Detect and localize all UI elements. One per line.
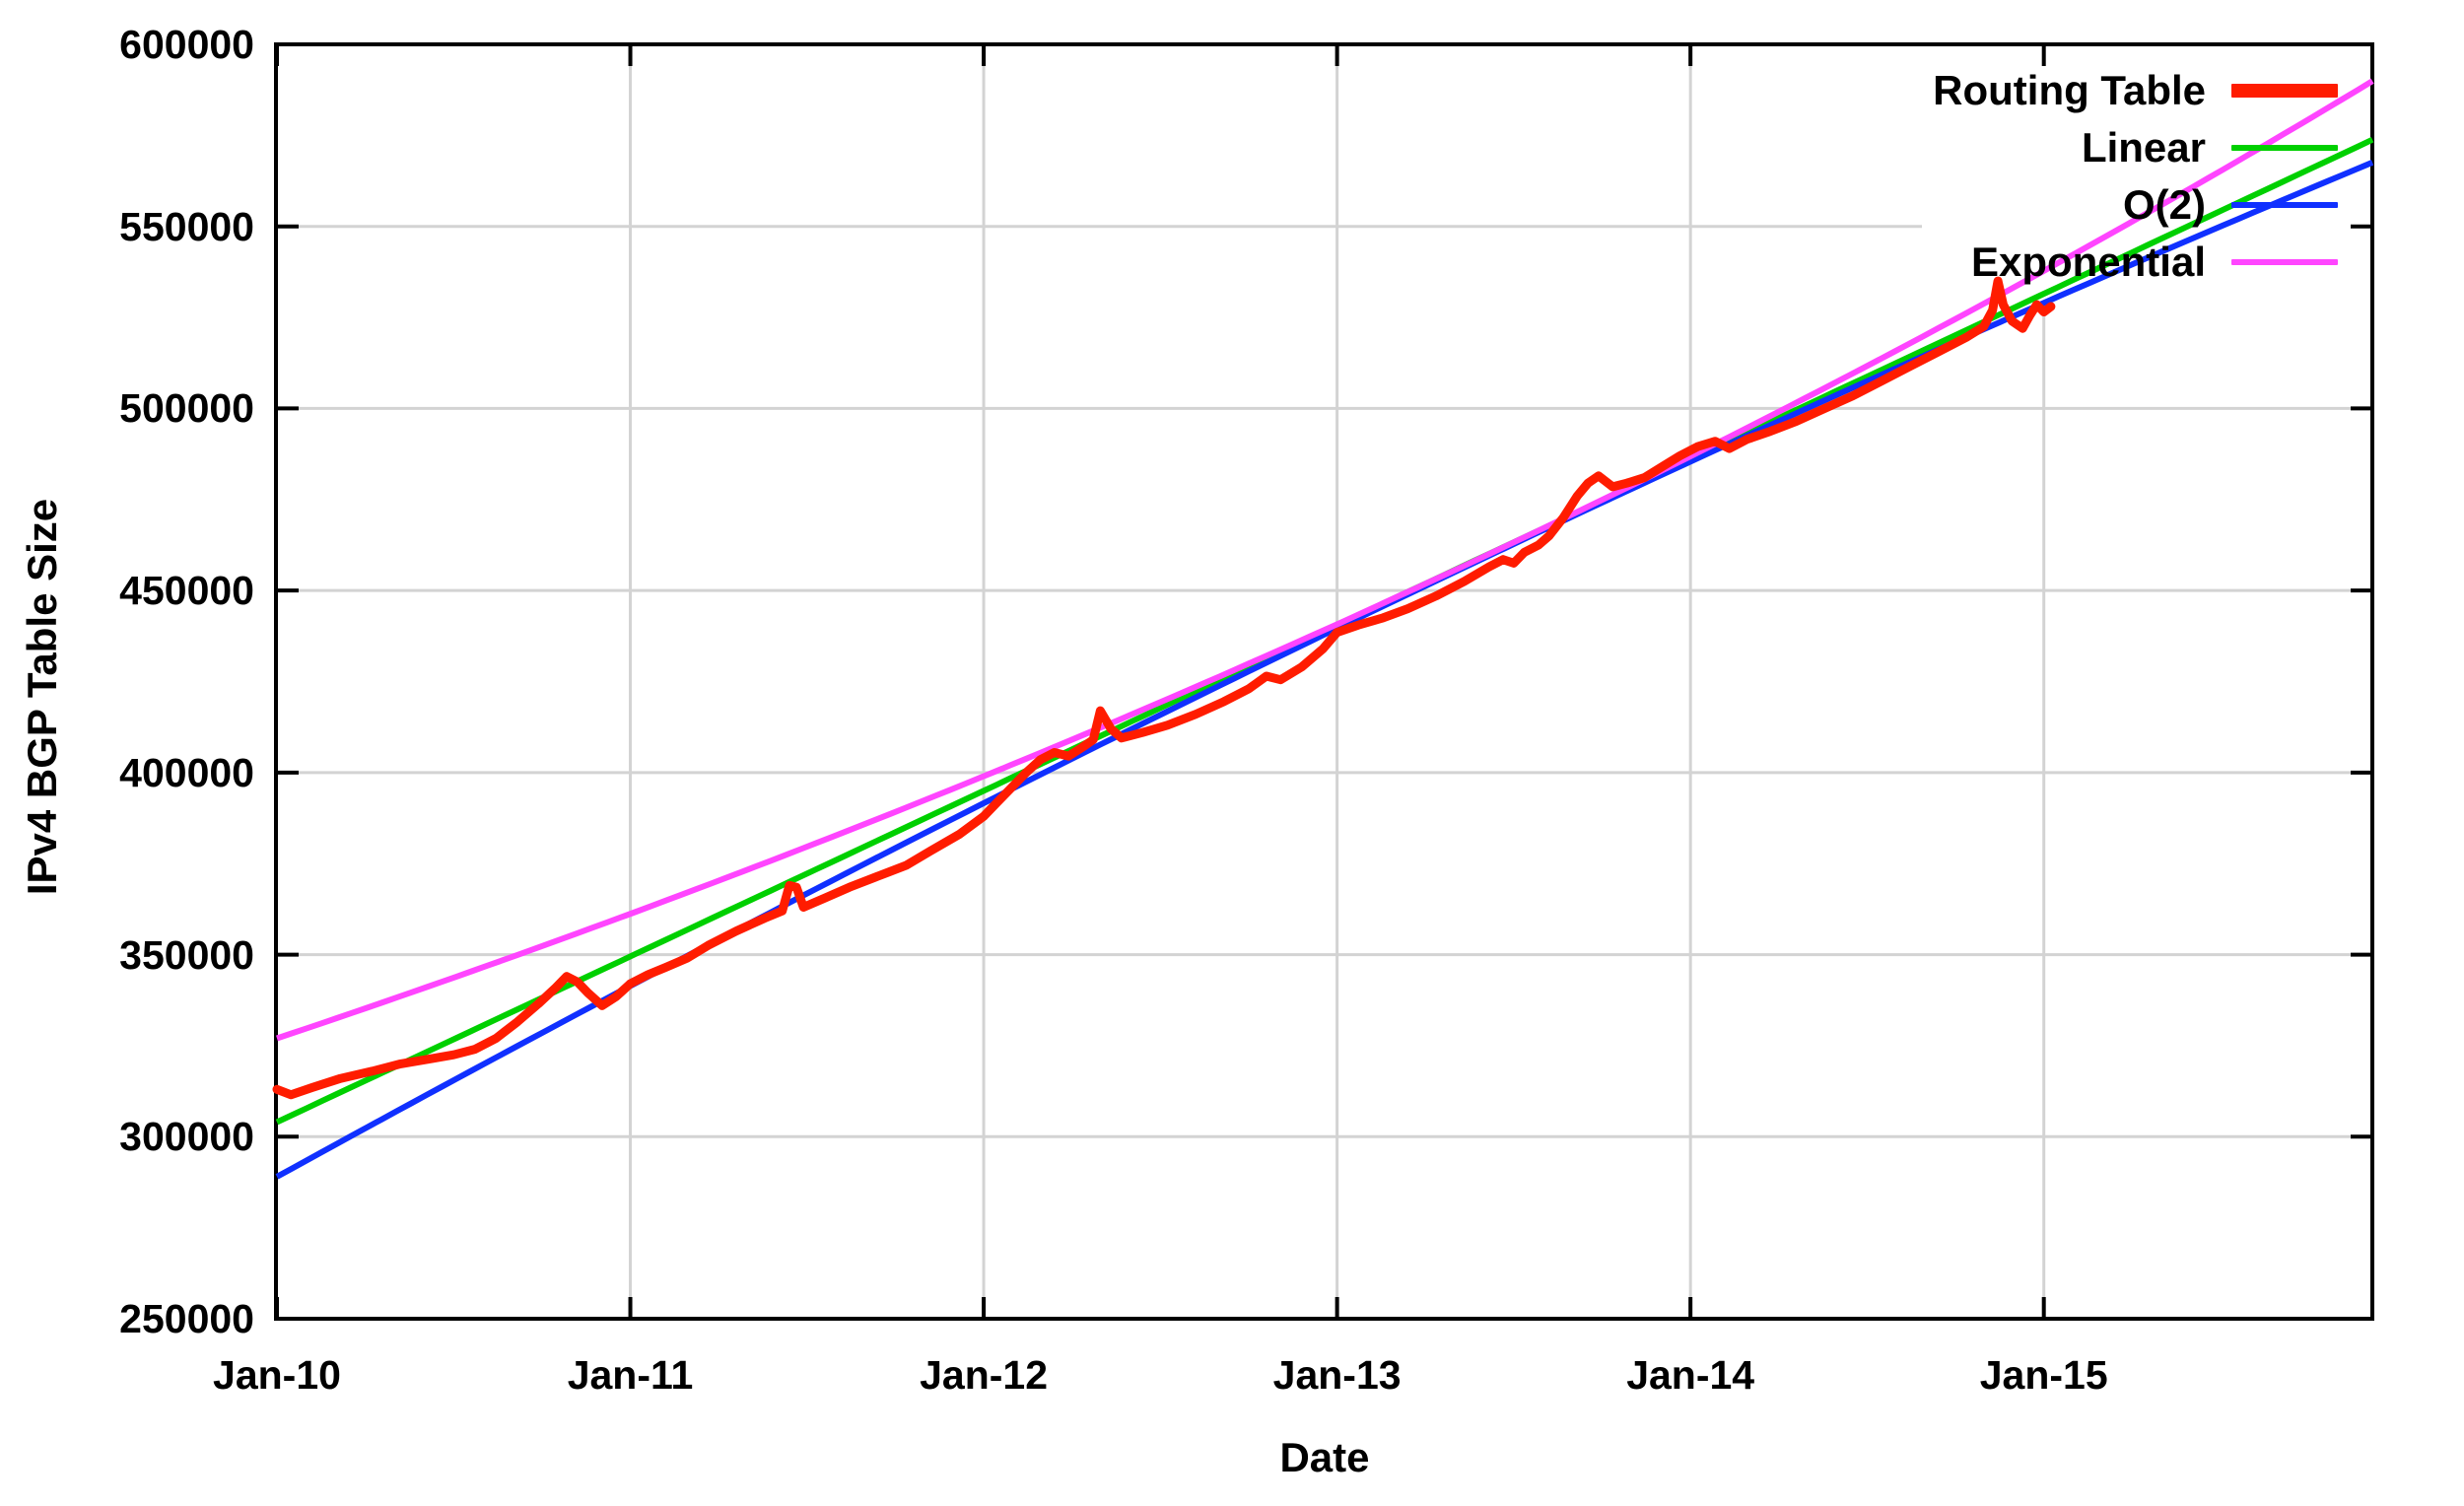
y-axis-title: IPv4 BGP Table Size [19, 498, 65, 896]
y-tick-label: 400000 [119, 749, 254, 795]
fit-line-o-2- [275, 160, 2374, 1180]
routing-table-series [272, 276, 2056, 1100]
x-tick-label: Jan-12 [920, 1352, 1049, 1398]
legend-entry-exponential: Exponential [1933, 234, 2338, 291]
legend-swatch-exponential [2231, 259, 2338, 265]
legend-label: Routing Table [1933, 67, 2206, 113]
legend-label: O(2) [2123, 181, 2206, 228]
legend-swatch-o2 [2231, 202, 2338, 208]
legend: Routing Table Linear O(2) Exponential [1933, 62, 2338, 291]
x-tick-label: Jan-13 [1272, 1352, 1402, 1398]
x-tick-label: Jan-15 [1979, 1352, 2108, 1398]
plot-border [274, 42, 2374, 1321]
x-tick-label: Jan-14 [1626, 1352, 1755, 1398]
legend-entry-routing-table: Routing Table [1933, 62, 2338, 119]
y-tick-label: 550000 [119, 203, 254, 249]
y-tick-label: 300000 [119, 1114, 254, 1160]
legend-label: Linear [2081, 124, 2206, 171]
x-tick-label: Jan-10 [213, 1352, 341, 1398]
x-axis-title: Date [1279, 1434, 1370, 1480]
y-tick-label: 250000 [119, 1296, 254, 1341]
y-tick-label: 600000 [119, 22, 254, 67]
legend-entry-linear: Linear [1933, 119, 2338, 176]
legend-swatch-routing-table [2231, 84, 2338, 98]
y-tick-label: 350000 [119, 931, 254, 978]
fit-line-exponential [276, 78, 2374, 1042]
legend-swatch-linear [2231, 145, 2338, 151]
legend-entry-o2: O(2) [1933, 176, 2338, 234]
legend-label: Exponential [1970, 239, 2206, 285]
y-tick-label: 500000 [119, 385, 254, 432]
x-tick-label: Jan-11 [567, 1352, 694, 1398]
y-tick-label: 450000 [119, 568, 254, 614]
